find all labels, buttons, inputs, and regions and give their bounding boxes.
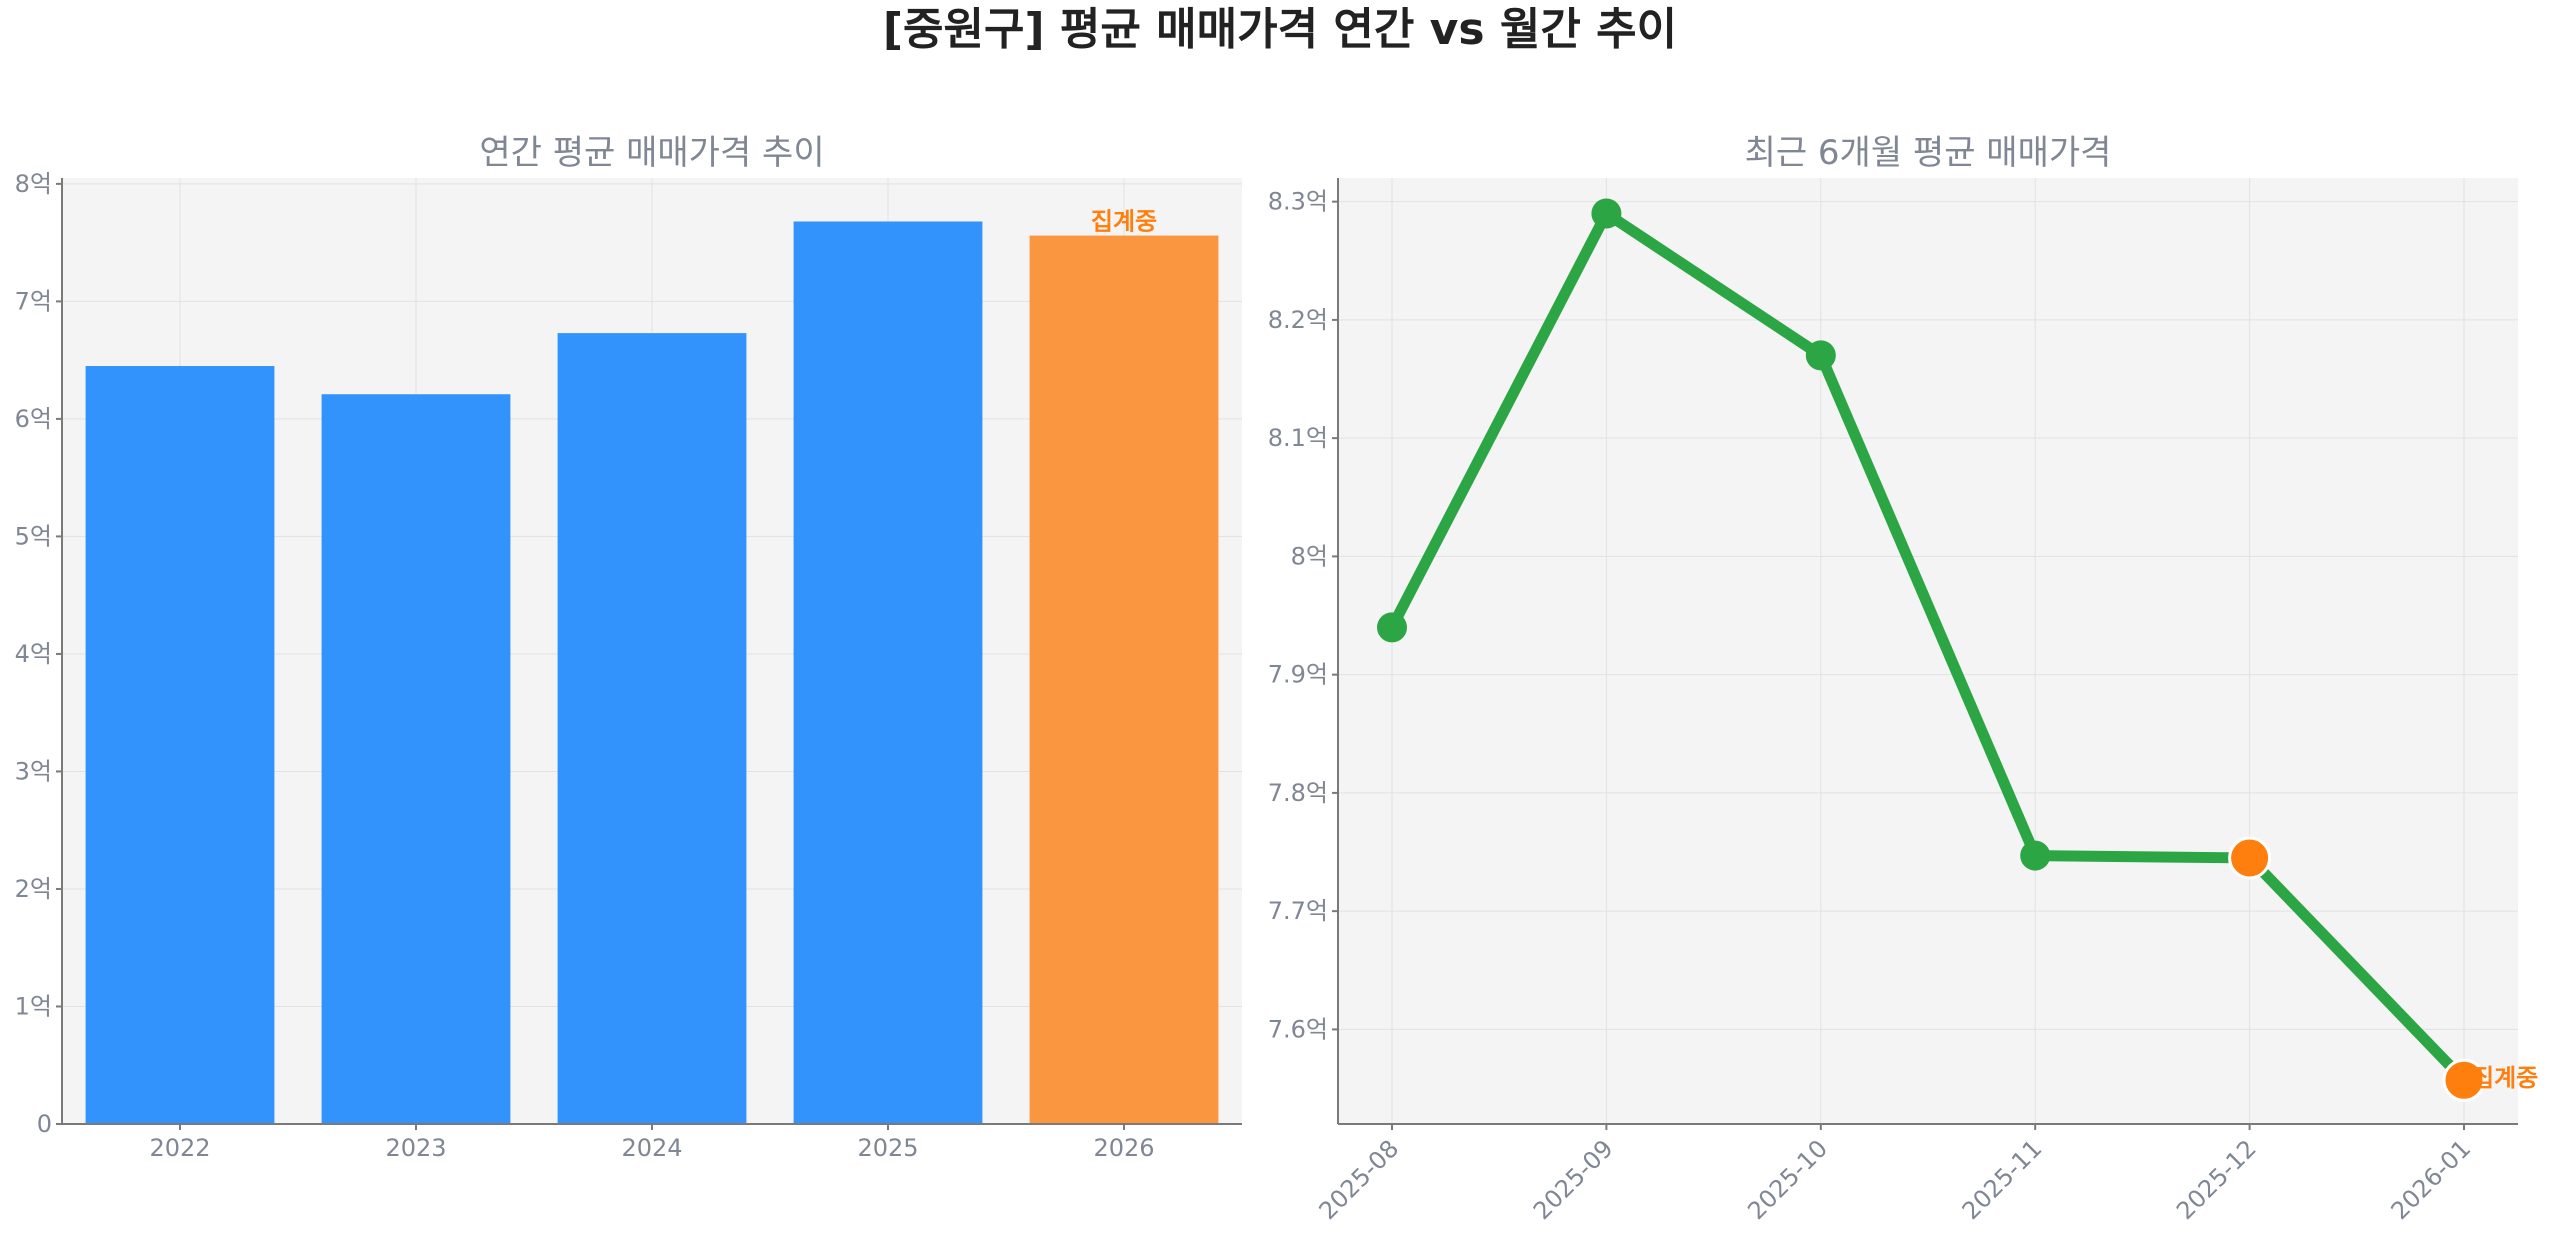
bar-y-tick-label: 6억 [15, 405, 52, 433]
bar-2026 [1029, 235, 1219, 1124]
line-point-2025-11 [2020, 840, 2051, 871]
bar-x-tick-label: 2026 [1093, 1134, 1154, 1162]
line-annotation-label: 집계중 [2472, 1064, 2538, 1092]
line-y-tick-label: 7.9억 [1268, 661, 1328, 689]
bar-y-tick-label: 1억 [15, 992, 52, 1020]
line-x-tick-label: 2025-09 [1528, 1134, 1619, 1225]
bar-y-tick-label: 0 [37, 1110, 52, 1138]
line-x-tick-label: 2025-08 [1314, 1134, 1405, 1225]
line-y-tick-label: 7.6억 [1268, 1015, 1328, 1043]
bar-x-tick-label: 2022 [149, 1134, 210, 1162]
line-point-2025-10 [1805, 340, 1836, 371]
bar-2025 [793, 221, 983, 1125]
bar-x-tick-label: 2023 [385, 1134, 446, 1162]
line-plot-area [1338, 178, 2518, 1124]
line-x-tick-label: 2026-01 [2386, 1134, 2477, 1225]
bar-2022 [85, 366, 275, 1124]
bar-annotation-label: 집계중 [1091, 208, 1157, 236]
figure-title: [중원구] 평균 매매가격 연간 vs 월간 추이 [882, 4, 1678, 55]
line-y-tick-label: 8.2억 [1268, 306, 1328, 334]
line-point-2026-01 [2442, 1058, 2486, 1102]
bar-x-tick-label: 2025 [857, 1134, 918, 1162]
bar-y-tick-label: 3억 [15, 757, 52, 785]
bar-2024 [557, 333, 747, 1124]
bar-y-tick-label: 4억 [15, 640, 52, 668]
line-x-tick-label: 2025-12 [2171, 1134, 2262, 1225]
bar-y-tick-label: 2억 [15, 875, 52, 903]
bar-y-tick-label: 7억 [15, 287, 52, 315]
line-point-2025-08 [1377, 612, 1407, 643]
line-y-tick-label: 7.8억 [1268, 779, 1328, 807]
line-chart-title: 최근 6개월 평균 매매가격 [1745, 133, 2112, 173]
line-y-tick-label: 8.1억 [1268, 424, 1328, 452]
line-series [1386, 207, 2470, 1086]
bar-y-tick-label: 5억 [15, 522, 52, 550]
bar-2023 [321, 394, 511, 1124]
line-y-tick-label: 8.3억 [1268, 188, 1328, 216]
bar-y-tick-label: 8억 [15, 170, 52, 198]
line-x-tick-label: 2025-10 [1742, 1134, 1833, 1225]
line-point-2025-12 [2228, 836, 2272, 880]
line-y-tick-label: 8억 [1291, 542, 1328, 570]
bar-x-tick-label: 2024 [621, 1134, 682, 1162]
bar-chart-title: 연간 평균 매매가격 추이 [479, 133, 824, 173]
line-y-tick-label: 7.7억 [1268, 897, 1328, 925]
line-point-2025-09 [1591, 198, 1622, 229]
line-x-tick-label: 2025-11 [1957, 1134, 2048, 1225]
